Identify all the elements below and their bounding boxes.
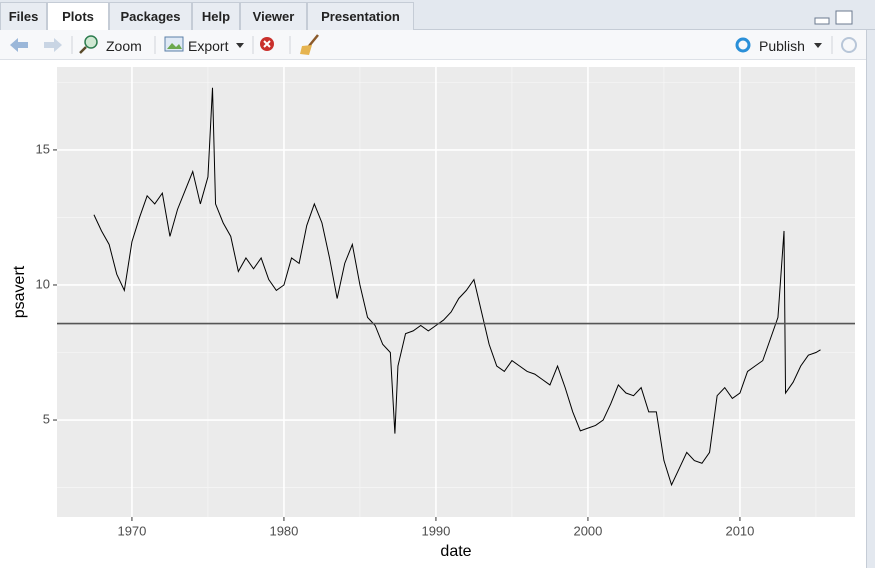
back-icon[interactable] (10, 38, 28, 52)
clear-icon-broom (300, 45, 312, 55)
y-axis-title: psavert (11, 265, 28, 318)
minimize-icon[interactable] (814, 17, 830, 25)
dropdown-arrow[interactable] (236, 43, 244, 48)
x-tick-label: 2000 (573, 523, 602, 538)
tab[interactable]: Presentation (307, 2, 414, 30)
export-button[interactable]: Export (188, 38, 229, 54)
y-tick-label: 5 (43, 411, 50, 426)
publish-button[interactable]: Publish (759, 38, 805, 54)
clear-icon[interactable] (308, 34, 319, 47)
refresh-icon[interactable] (841, 37, 857, 53)
dropdown-arrow[interactable] (814, 43, 822, 48)
pane-controls[interactable] (812, 8, 860, 28)
data-line (93, 87, 821, 487)
plot: 1970 1980 1990 2000 2010 5 10 15 date psavert (11, 67, 855, 560)
tab[interactable]: Packages (109, 2, 192, 30)
tab[interactable]: Help (192, 2, 240, 30)
y-tick-label: 10 (36, 276, 50, 291)
remove-plot-x (263, 40, 271, 48)
forward-icon[interactable] (44, 38, 62, 52)
tab[interactable]: Files (0, 2, 47, 30)
toolbar-icons (10, 34, 857, 55)
export-icon-image (167, 43, 182, 49)
x-axis-title: date (440, 543, 471, 560)
panel-background (57, 67, 855, 517)
toolbar: Zoom Export Publish (0, 30, 866, 60)
zoom-icon-handle (79, 46, 87, 54)
pane-border (866, 30, 875, 568)
maximize-icon[interactable] (835, 10, 853, 25)
x-tick-label: 1980 (269, 523, 298, 538)
zoom-button[interactable]: Zoom (106, 38, 142, 54)
publish-icon[interactable] (735, 37, 751, 53)
x-tick-label: 1990 (421, 523, 450, 538)
x-tick-label: 1970 (117, 523, 146, 538)
y-tick-label: 15 (36, 141, 50, 156)
tab-bar: Files Plots Packages Help Viewer Presentation (0, 0, 875, 31)
zoom-icon[interactable] (84, 35, 98, 49)
tab[interactable]: Plots (47, 2, 109, 31)
tab[interactable]: Viewer (240, 2, 307, 30)
x-tick-label: 2010 (725, 523, 754, 538)
